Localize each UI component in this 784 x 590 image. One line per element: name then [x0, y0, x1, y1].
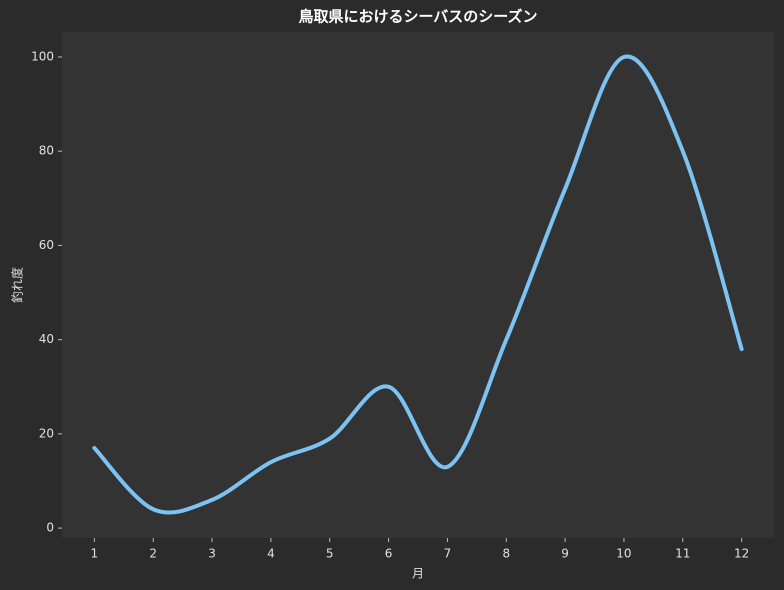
x-tick-label: 7: [444, 547, 452, 561]
x-tick-label: 9: [561, 547, 569, 561]
x-tick-label: 3: [208, 547, 216, 561]
x-tick-label: 6: [385, 547, 393, 561]
x-tick-label: 11: [675, 547, 690, 561]
y-tick-label: 40: [39, 332, 54, 346]
x-tick-label: 12: [734, 547, 749, 561]
x-tick-label: 10: [616, 547, 631, 561]
x-tick-label: 5: [326, 547, 334, 561]
y-tick-label: 60: [39, 238, 54, 252]
y-tick-label: 20: [39, 426, 54, 440]
y-tick-label: 80: [39, 144, 54, 158]
x-axis-label: 月: [412, 567, 424, 581]
x-tick-label: 1: [91, 547, 99, 561]
chart-title: 鳥取県におけるシーバスのシーズン: [298, 8, 537, 26]
line-series: [92, 54, 744, 515]
x-tick-label: 4: [267, 547, 275, 561]
y-axis-label: 釣れ度: [10, 267, 25, 303]
y-tick-label: 100: [31, 49, 54, 63]
plot-area: [62, 32, 774, 538]
x-tick-label: 8: [502, 547, 510, 561]
x-tick-label: 2: [149, 547, 157, 561]
y-tick-label: 0: [46, 521, 54, 535]
